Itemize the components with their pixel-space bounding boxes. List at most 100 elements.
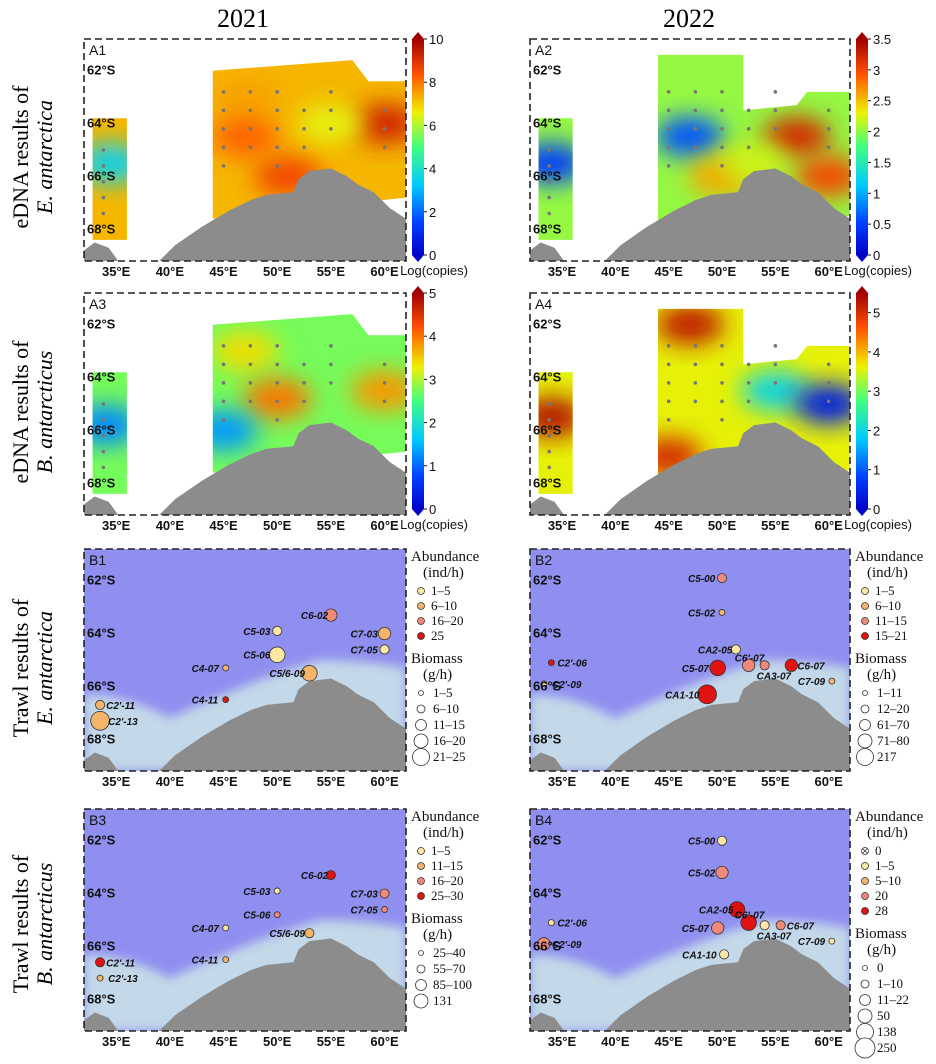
station-dot [382,127,387,131]
panel-letter: A4 [535,296,552,312]
station-label: C7-05 [351,645,379,656]
x-tick-label: 40°E [156,264,185,279]
legend-abundance-label: 15–21 [875,628,908,643]
colorbar-tick-label: 4 [429,329,436,344]
station-dot [101,195,106,200]
x-tick-label: 35°E [102,1034,131,1049]
y-tick-label: 64°S [87,116,116,131]
colorbar-tick-label: 3 [873,384,880,399]
row-label-3: Trawl results of E. antarctica [8,598,57,737]
legend-biomass-label: 1–11 [877,685,903,700]
legend-abundance-label: 6–10 [431,598,457,613]
station-dot [329,90,333,94]
legend-biomass-label: 21–25 [433,749,466,764]
station-label: C5-07 [682,924,710,935]
row-label-2-line2: B. antarcticus [32,351,57,474]
legend-abundance-title: Abundance [411,809,480,825]
heatmap-patch [762,116,831,157]
x-tick-label: 45°E [209,264,238,279]
station-dot [826,399,831,404]
station-dot [826,362,831,367]
station-label: C5-03 [243,627,271,638]
station-dot [826,381,831,385]
legend-abundance-marker [861,617,869,625]
legend-biomass-marker [412,748,430,766]
station-marker [301,665,318,682]
station-dot [101,465,106,470]
colorbar-ramp [412,293,424,509]
legend-abundance-unit: (ind/h) [423,565,464,581]
station-marker [379,644,390,655]
station-dot [248,90,253,94]
station-marker [759,920,770,931]
station-label: C6-07 [787,921,815,932]
x-tick-label: 45°E [209,774,238,789]
station-dot [329,108,333,113]
legend-abundance-marker [417,892,425,900]
panel-frame [83,548,407,772]
y-tick-label: 68°S [87,221,116,236]
colorbar: 0 0.5 1 1.5 2 2.5 3 3.5 Log(copies) [844,32,912,278]
station-dot [382,145,387,150]
station-marker [759,660,770,671]
legend-biomass-marker [418,950,424,956]
x-tick-label: 50°E [263,774,292,789]
station-label: C4-11 [192,696,219,707]
panel-frame [529,808,851,1032]
station-dot [382,108,387,113]
legend-biomass-label: 85–100 [433,977,472,992]
station-dot [693,399,698,404]
station-dot [221,418,226,422]
y-tick-label: 66°S [87,168,116,183]
station-dot [329,127,333,131]
station-marker [540,680,548,688]
station-marker [325,870,336,881]
station-dot [773,127,778,131]
colorbar-cap [856,32,868,39]
station-label: C4-07 [192,924,220,935]
station-dot [547,465,551,470]
station-dot [746,399,751,404]
station-dot [547,402,551,406]
x-tick-label: 60°E [370,774,399,789]
x-tick-label: 35°E [548,518,577,533]
x-tick-label: 60°E [814,518,843,533]
x-tick-label: 35°E [102,264,131,279]
x-tick-label: 45°E [209,518,238,533]
x-tick-label: 50°E [708,264,737,279]
x-tick-label: 35°E [102,518,131,533]
colorbar: 0 2 4 6 8 10 Log(copies) [400,32,468,278]
station-dot [101,148,106,152]
x-tick-label: 50°E [708,518,737,533]
legend-biomass-marker [416,704,426,714]
panel-letter: B4 [535,812,552,828]
panel-frame [529,292,851,516]
panel-a3: 35°E 40°E 45°E 50°E 55°E 60°E 62°S 64°S 66°S 68°S… [83,286,468,533]
panel-letter: B1 [89,552,106,568]
station-dot [221,127,226,131]
legend-biomass-unit: (g/h) [423,927,452,943]
panel-frame [529,548,851,772]
station-label: CA2-05 [698,645,733,656]
station-label: C5-02 [688,608,716,619]
row-label-1-line1: eDNA results of [8,85,33,229]
station-dot [666,108,671,113]
station-dot [221,164,226,168]
legend-biomass-label: 50 [877,1008,890,1023]
colorbar-unit: Log(copies) [844,263,912,278]
panel-a4: 35°E 40°E 45°E 50°E 55°E 60°E 62°S 64°S 66°S 68°S… [529,286,912,533]
y-tick-label: 66°S [533,168,562,183]
station-dot [275,418,280,422]
station-dot [248,127,253,131]
station-marker [222,956,230,964]
colorbar-tick-label: 0 [873,248,880,263]
legend-abundance-label: 1–5 [875,858,895,873]
station-label: C6'-07 [735,911,765,922]
panel-letter: B2 [535,552,552,568]
x-tick-label: 60°E [370,1034,399,1049]
station-dot [666,399,671,404]
station-label: C2'-11 [106,701,135,712]
station-dot [693,127,698,131]
station-dot [101,449,106,454]
